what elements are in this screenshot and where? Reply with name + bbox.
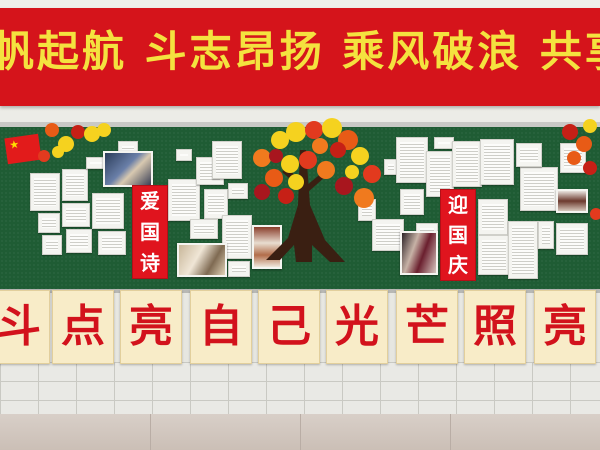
floor-seam: [300, 414, 301, 450]
notice-paper: [400, 189, 424, 215]
notice-paper: [168, 179, 200, 221]
notice-paper: [190, 219, 218, 239]
sign-char: 国: [140, 219, 160, 244]
notice-paper: [204, 189, 228, 219]
tiled-wall: [0, 362, 600, 420]
notice-paper: [212, 141, 242, 179]
character-card: 芒: [396, 290, 458, 364]
sign-char: 迎: [448, 193, 468, 217]
notice-paper: [538, 221, 554, 249]
notice-paper: [222, 215, 252, 259]
notice-paper: [556, 223, 588, 255]
card-char: 点: [61, 301, 105, 352]
card-char: 亮: [543, 301, 587, 352]
notice-paper: [396, 137, 428, 183]
notice-paper: [516, 143, 542, 167]
photo-print: [556, 189, 588, 213]
card-char: 芒: [405, 301, 449, 352]
sign-char: 国: [448, 223, 468, 247]
notice-paper: [62, 169, 88, 201]
notice-paper: [176, 149, 192, 161]
notice-paper: [228, 261, 250, 277]
notice-paper: [478, 235, 510, 275]
notice-paper: [372, 219, 404, 251]
sign-char: 诗: [140, 250, 160, 275]
card-char: 照: [473, 301, 517, 352]
maple-leaf-icon: [562, 119, 600, 220]
character-card: 照: [464, 290, 526, 364]
notice-paper: [86, 157, 106, 169]
notice-paper: [98, 231, 126, 255]
character-card: 光: [326, 290, 388, 364]
character-card: 斗: [0, 290, 50, 364]
card-char: 自: [199, 301, 243, 352]
character-card: 己: [258, 290, 320, 364]
photo-print: [400, 231, 438, 275]
sign-char: 庆: [448, 253, 468, 277]
notice-paper: [38, 213, 60, 233]
character-card: 亮: [120, 290, 182, 364]
slogan-banner: 帆起航 斗志昂扬 乘风破浪 共享: [0, 8, 600, 106]
banner-slogan: 帆起航 斗志昂扬 乘风破浪 共享: [0, 27, 600, 76]
floor-seam: [150, 414, 151, 450]
notice-paper: [508, 221, 538, 279]
photo-print: [177, 243, 227, 277]
notice-paper: [62, 203, 90, 227]
notice-paper: [42, 235, 62, 255]
notice-paper: [92, 193, 124, 229]
floor-seam: [450, 414, 451, 450]
card-char: 光: [335, 301, 379, 352]
notice-paper: [478, 199, 508, 235]
character-card: 亮: [534, 290, 596, 364]
character-card: 点: [52, 290, 114, 364]
card-char: 亮: [129, 301, 173, 352]
card-char: 斗: [0, 301, 41, 352]
notice-paper: [30, 173, 60, 211]
notice-paper: [520, 167, 558, 211]
photo-print: [103, 151, 153, 187]
vertical-sign-left: 爱 国 诗: [132, 185, 168, 279]
character-card: 自: [190, 290, 252, 364]
notice-paper: [66, 229, 92, 253]
notice-paper: [228, 183, 248, 199]
sign-char: 爱: [140, 189, 160, 214]
maple-leaf-icon: [38, 123, 111, 162]
notice-paper: [480, 139, 514, 185]
vertical-sign-right: 迎 国 庆: [440, 189, 476, 281]
card-char: 己: [267, 301, 311, 352]
